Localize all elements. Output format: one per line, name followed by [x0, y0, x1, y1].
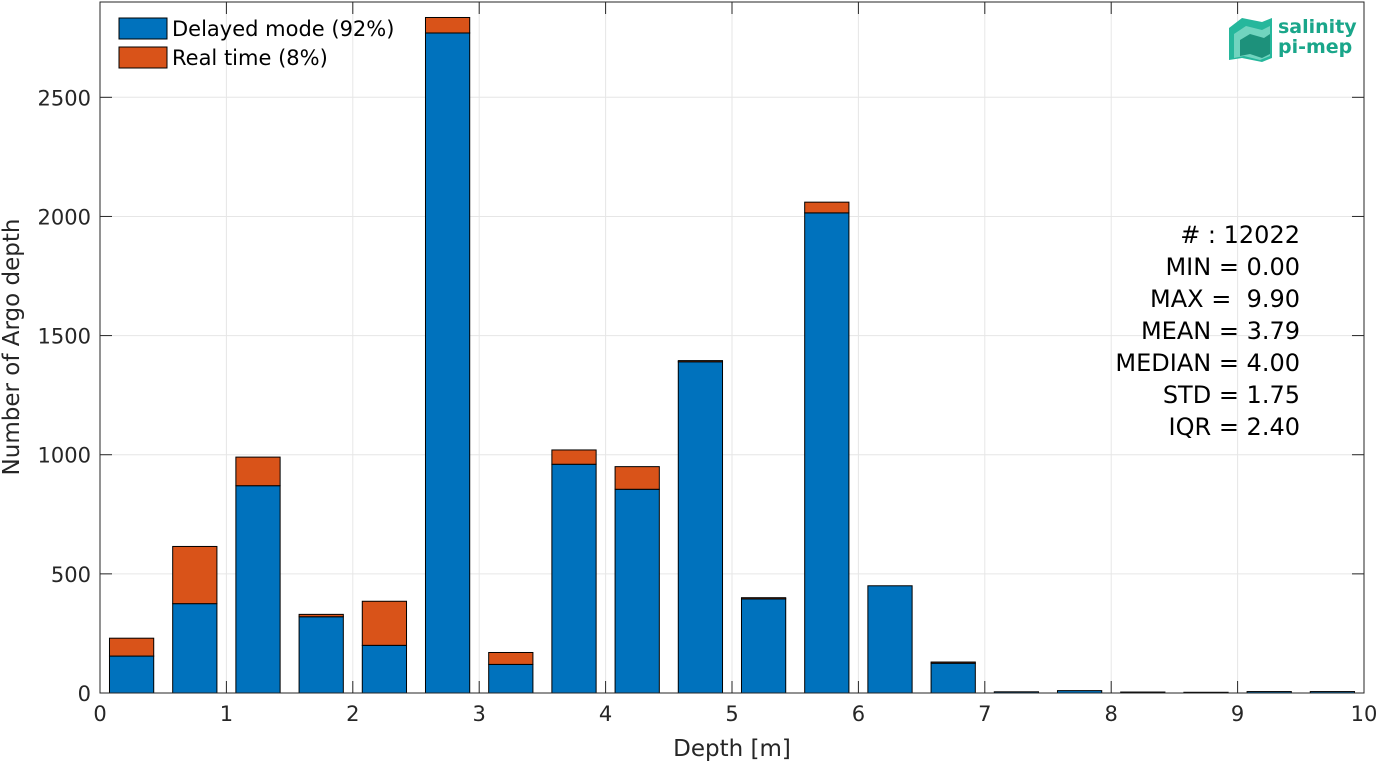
- bar-real-time: [298, 613, 344, 618]
- logo-wave-icon: [1229, 18, 1272, 62]
- x-tick-label: 2: [346, 702, 359, 726]
- x-tick-label: 7: [978, 702, 991, 726]
- bar-delayed-mode: [614, 488, 660, 694]
- bars: [108, 16, 1356, 694]
- x-tick-label: 1: [220, 702, 233, 726]
- y-tick-label: 2500: [38, 86, 91, 110]
- bar-real-time: [740, 597, 787, 600]
- stat-max: MAX = 9.90: [1150, 285, 1300, 313]
- x-tick-label: 10: [1351, 702, 1378, 726]
- x-tick-labels: 0 1 2 3 4 5 6 7 8 9 10: [93, 702, 1377, 726]
- bar-real-time: [804, 201, 850, 214]
- y-tick-labels: 0 500 1000 1500 2000 2500: [38, 86, 91, 706]
- legend-swatch-delayed: [118, 17, 168, 40]
- y-tick-label: 0: [78, 682, 91, 706]
- ticks: [99, 2, 1365, 694]
- x-tick-label: 5: [725, 702, 738, 726]
- bar-real-time: [614, 466, 660, 490]
- bar-real-time: [235, 456, 281, 487]
- stat-iqr: IQR = 2.40: [1169, 413, 1300, 441]
- stat-mean: MEAN = 3.79: [1141, 317, 1300, 345]
- bar-real-time: [424, 16, 471, 34]
- x-tick-label: 3: [473, 702, 486, 726]
- stat-min: MIN = 0.00: [1165, 253, 1300, 281]
- y-tick-label: 500: [51, 563, 91, 587]
- grid-lines: [100, 2, 1364, 693]
- x-tick-label: 4: [599, 702, 612, 726]
- y-tick-label: 1000: [38, 444, 91, 468]
- bar-delayed-mode: [172, 603, 218, 694]
- bar-delayed-mode: [867, 585, 913, 694]
- bar-real-time: [930, 661, 976, 664]
- stat-count: # : 12022: [1180, 221, 1300, 249]
- bar-real-time: [361, 600, 408, 646]
- bar-real-time: [488, 651, 534, 665]
- bar-delayed-mode: [804, 212, 850, 694]
- x-tick-label: 0: [93, 702, 106, 726]
- bar-delayed-mode: [740, 598, 787, 694]
- bar-delayed-mode: [108, 655, 155, 694]
- bar-delayed-mode: [235, 485, 281, 694]
- stat-median: MEDIAN = 4.00: [1115, 349, 1300, 377]
- bar-delayed-mode: [930, 662, 976, 694]
- bar-real-time: [677, 360, 724, 363]
- x-axis-label: Depth [m]: [673, 736, 791, 762]
- stat-std: STD = 1.75: [1163, 381, 1300, 409]
- bar-real-time: [108, 637, 155, 657]
- statistics-box: # : 12022 MIN = 0.00 MAX = 9.90 MEAN = 3…: [1115, 221, 1300, 441]
- x-tick-label: 6: [852, 702, 865, 726]
- bar-delayed-mode: [488, 663, 534, 694]
- bar-delayed-mode: [424, 32, 471, 694]
- bar-delayed-mode: [298, 616, 344, 694]
- logo-text-salinity: salinity: [1278, 16, 1357, 38]
- logo-text-pi-mep: pi-mep: [1278, 36, 1352, 58]
- bar-delayed-mode: [677, 361, 724, 694]
- bar-delayed-mode: [361, 644, 408, 694]
- y-tick-label: 1500: [38, 325, 91, 349]
- x-tick-label: 9: [1231, 702, 1244, 726]
- bar-delayed-mode: [551, 463, 597, 694]
- bar-real-time: [551, 449, 597, 465]
- legend: Delayed mode (92%) Real time (8%): [118, 17, 394, 70]
- salinity-pi-mep-logo: salinity pi-mep: [1229, 16, 1357, 62]
- legend-swatch-realtime: [118, 46, 168, 69]
- bar-real-time: [172, 545, 218, 605]
- x-tick-label: 8: [1105, 702, 1118, 726]
- y-axis-label: Number of Argo depth: [0, 219, 25, 476]
- legend-label-realtime: Real time (8%): [172, 46, 328, 70]
- legend-label-delayed: Delayed mode (92%): [172, 17, 394, 41]
- y-tick-label: 2000: [38, 205, 91, 229]
